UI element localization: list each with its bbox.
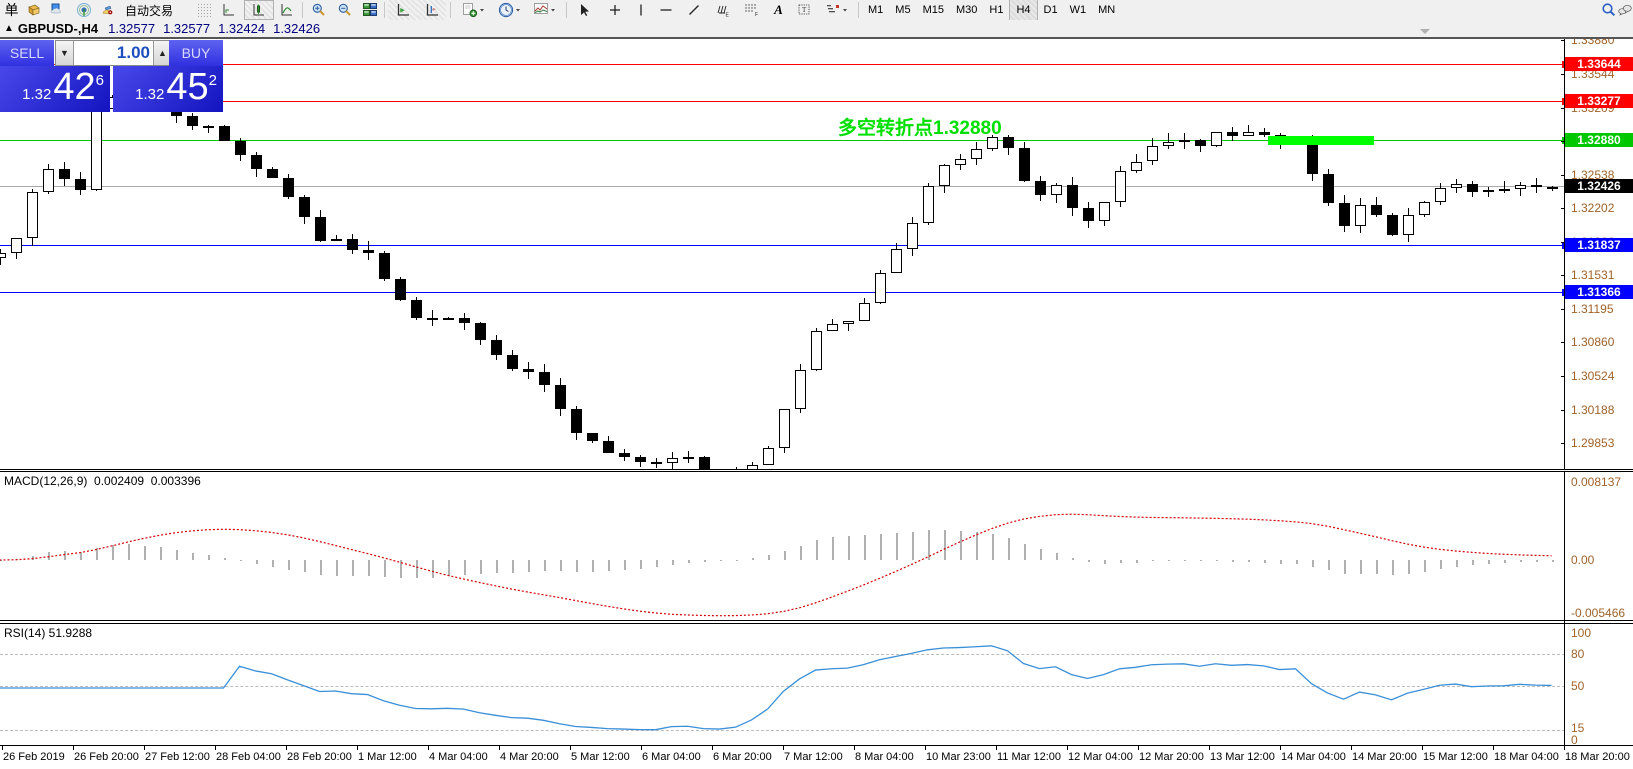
svg-text:E: E [726,13,730,19]
svg-text:T: T [802,6,807,14]
svg-text:F: F [755,12,758,18]
